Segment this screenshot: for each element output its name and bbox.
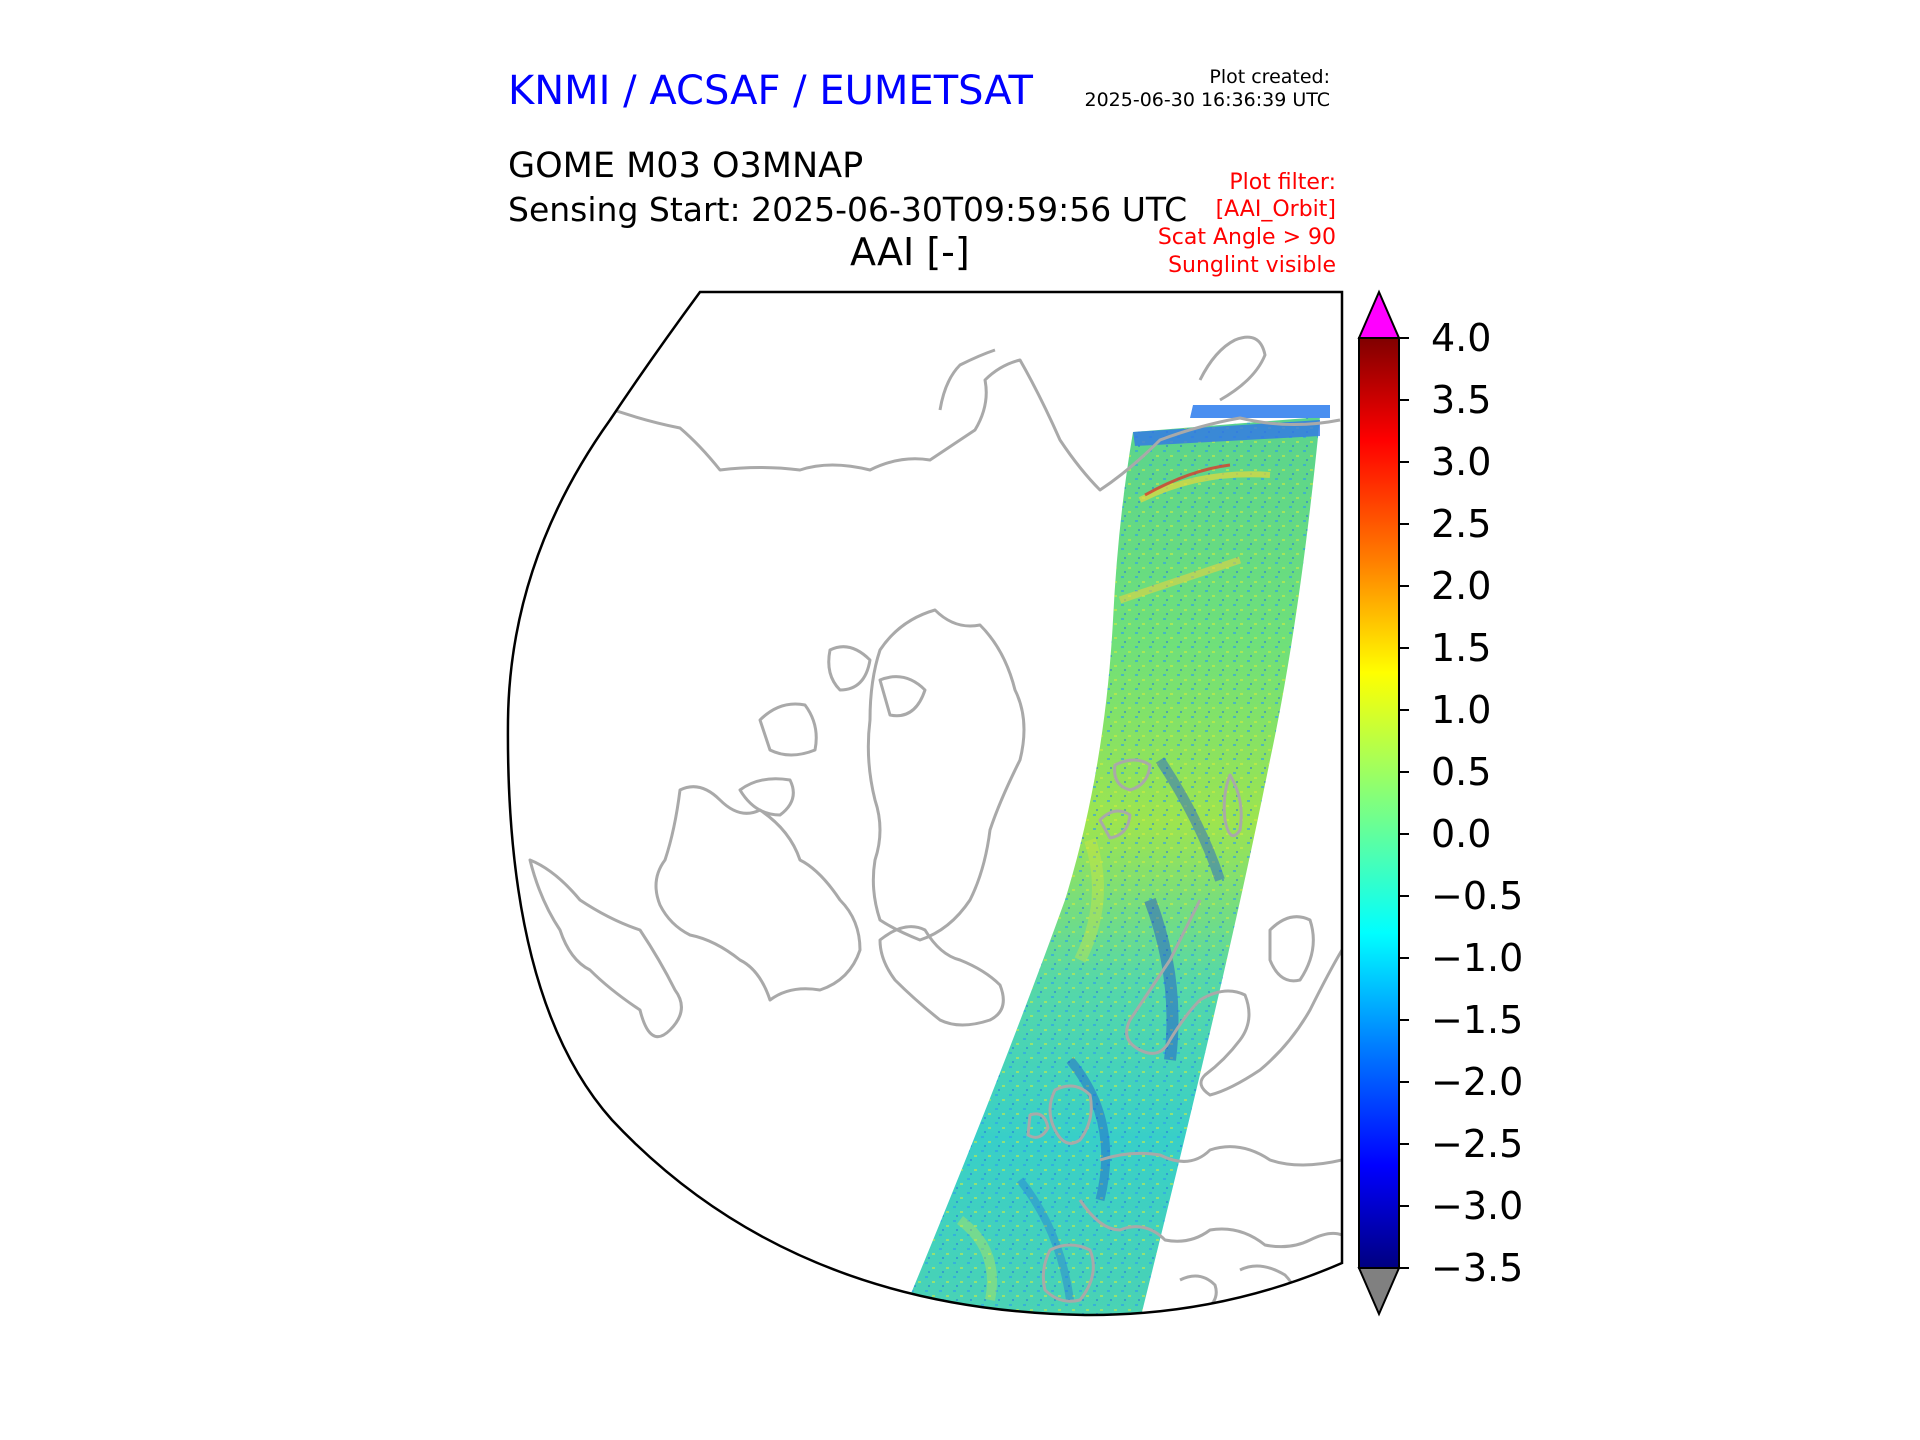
colorbar-tick-label: −1.0 bbox=[1431, 936, 1523, 980]
plot-filter-sunglint: Sunglint visible bbox=[1168, 253, 1336, 278]
colorbar-tick-label: 1.5 bbox=[1431, 626, 1491, 670]
swath bbox=[900, 405, 1330, 1316]
colorbar-tick-label: 4.0 bbox=[1431, 316, 1491, 360]
colorbar: 4.0 3.5 3.0 2.5 2.0 1.5 1.0 0.5 0.0 −0.5 −1.0 −1.5 −… bbox=[1357, 289, 1523, 1317]
colorbar-tick-label: −0.5 bbox=[1431, 874, 1523, 918]
colorbar-tick-label: −3.5 bbox=[1431, 1246, 1523, 1290]
plot-filter-scat-angle: Scat Angle > 90 bbox=[1157, 225, 1336, 250]
colorbar-tick-label: 0.5 bbox=[1431, 750, 1491, 794]
variable-title: AAI [-] bbox=[850, 230, 970, 274]
organization-title: KNMI / ACSAF / EUMETSAT bbox=[508, 68, 1033, 114]
plot-created-time: 2025-06-30 16:36:39 UTC bbox=[1084, 89, 1331, 111]
colorbar-tick-label: 2.0 bbox=[1431, 564, 1491, 608]
plot-filter-label: Plot filter: bbox=[1229, 170, 1336, 195]
map-boundary bbox=[506, 290, 1344, 1317]
plot-filter-name: [AAI_Orbit] bbox=[1215, 197, 1336, 222]
coastlines bbox=[528, 335, 1342, 1312]
colorbar-extend-high bbox=[1357, 289, 1401, 339]
colorbar-gradient bbox=[1358, 337, 1400, 1269]
colorbar-extend-low bbox=[1357, 1267, 1401, 1317]
colorbar-tick-label: 1.0 bbox=[1431, 688, 1491, 732]
sensing-start: Sensing Start: 2025-06-30T09:59:56 UTC bbox=[508, 190, 1188, 229]
colorbar-tick-label: 3.0 bbox=[1431, 440, 1491, 484]
colorbar-tick-label: −2.5 bbox=[1431, 1122, 1523, 1166]
colorbar-tick-label: −2.0 bbox=[1431, 1060, 1523, 1104]
colorbar-tick-label: 2.5 bbox=[1431, 502, 1491, 546]
colorbar-tick-label: 3.5 bbox=[1431, 378, 1491, 422]
map-area bbox=[507, 292, 1342, 1316]
plot-created-label: Plot created: bbox=[1209, 66, 1330, 88]
colorbar-tick-label: −1.5 bbox=[1431, 998, 1523, 1042]
colorbar-tick-label: 0.0 bbox=[1431, 812, 1491, 856]
product-title: GOME M03 O3MNAP bbox=[508, 146, 864, 186]
colorbar-tick-label: −3.0 bbox=[1431, 1184, 1523, 1228]
